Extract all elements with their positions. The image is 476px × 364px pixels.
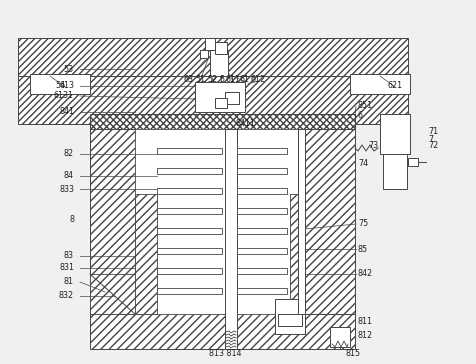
Bar	[225, 129, 237, 349]
Text: 851: 851	[358, 102, 373, 111]
Text: 71: 71	[428, 127, 438, 135]
Bar	[237, 228, 287, 234]
Text: 81: 81	[64, 277, 74, 286]
Text: 72: 72	[428, 142, 438, 150]
Bar	[157, 168, 222, 174]
Bar	[90, 119, 135, 314]
Bar	[298, 129, 305, 314]
Bar	[157, 208, 222, 214]
Bar	[157, 248, 222, 254]
Text: 613: 613	[59, 82, 74, 91]
Text: 811: 811	[358, 317, 373, 327]
Text: 833: 833	[59, 185, 74, 194]
Bar	[225, 92, 239, 104]
Bar	[135, 129, 305, 314]
Bar	[157, 268, 222, 274]
Text: 812: 812	[358, 332, 373, 340]
Text: 8411: 8411	[236, 119, 256, 128]
Bar	[275, 299, 305, 334]
Bar	[157, 188, 222, 194]
Text: 6131: 6131	[54, 91, 74, 100]
Bar	[195, 82, 245, 112]
Bar	[237, 248, 287, 254]
Text: 611: 611	[226, 75, 240, 83]
Bar	[237, 288, 287, 294]
Text: 831: 831	[59, 264, 74, 273]
Bar	[290, 194, 305, 314]
Polygon shape	[90, 274, 135, 314]
Text: 51: 51	[195, 75, 205, 83]
Bar	[210, 50, 228, 76]
Bar	[157, 228, 222, 234]
Bar	[30, 74, 90, 94]
Bar	[330, 327, 350, 347]
Bar	[237, 188, 287, 194]
Text: 82: 82	[64, 150, 74, 158]
Bar	[157, 288, 222, 294]
Text: 83: 83	[64, 252, 74, 261]
Text: 61: 61	[239, 75, 249, 83]
Bar	[90, 314, 355, 349]
Text: 52: 52	[207, 75, 217, 83]
Bar	[18, 76, 408, 124]
Bar	[278, 314, 302, 326]
Bar	[135, 194, 157, 314]
Text: 54: 54	[55, 82, 65, 91]
Bar	[18, 38, 408, 76]
Bar	[237, 168, 287, 174]
Text: 841: 841	[59, 107, 74, 116]
Text: 832: 832	[59, 292, 74, 301]
Text: 75: 75	[358, 219, 368, 229]
Bar	[90, 114, 355, 129]
Text: 85: 85	[358, 245, 368, 253]
Text: 84: 84	[64, 171, 74, 181]
Text: 73: 73	[368, 142, 378, 150]
Text: 6: 6	[358, 111, 363, 120]
Bar	[380, 114, 410, 154]
Text: 63: 63	[183, 75, 193, 83]
Text: 5: 5	[219, 75, 225, 83]
Bar	[215, 98, 227, 108]
Text: 842: 842	[358, 269, 373, 278]
Bar	[408, 158, 418, 166]
Bar	[200, 50, 208, 58]
Bar	[350, 74, 410, 94]
Text: 813 814: 813 814	[209, 349, 241, 359]
Text: 612: 612	[250, 75, 266, 83]
Bar	[237, 208, 287, 214]
Text: 621: 621	[387, 82, 403, 91]
Bar	[205, 38, 215, 50]
Text: 74: 74	[358, 159, 368, 169]
Bar	[215, 42, 227, 54]
Text: 8: 8	[69, 214, 74, 223]
Bar	[237, 148, 287, 154]
Text: 815: 815	[345, 349, 360, 359]
Text: 7: 7	[428, 135, 433, 143]
Bar	[157, 148, 222, 154]
Bar	[383, 154, 407, 189]
Text: 53: 53	[64, 64, 74, 74]
Bar	[237, 268, 287, 274]
Bar	[305, 119, 355, 314]
